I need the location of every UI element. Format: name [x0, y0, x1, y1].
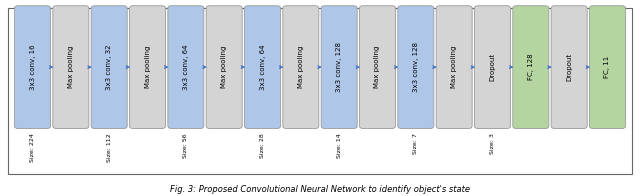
FancyBboxPatch shape: [129, 6, 166, 129]
FancyBboxPatch shape: [91, 6, 127, 129]
FancyBboxPatch shape: [589, 6, 625, 129]
FancyBboxPatch shape: [321, 6, 357, 129]
Text: Size: 224: Size: 224: [30, 133, 35, 162]
Text: Size: 14: Size: 14: [337, 133, 342, 158]
Text: Max pooling: Max pooling: [298, 46, 304, 88]
Text: 3x3 conv, 32: 3x3 conv, 32: [106, 44, 112, 90]
Text: Size: 112: Size: 112: [107, 133, 112, 162]
Text: 3x3 conv, 128: 3x3 conv, 128: [336, 42, 342, 92]
Text: 3x3 conv, 64: 3x3 conv, 64: [183, 44, 189, 90]
Text: 3x3 conv, 64: 3x3 conv, 64: [259, 44, 266, 90]
Text: Max pooling: Max pooling: [374, 46, 381, 88]
Text: Size: 3: Size: 3: [490, 133, 495, 154]
FancyBboxPatch shape: [283, 6, 319, 129]
Text: Dropout: Dropout: [490, 53, 495, 81]
FancyBboxPatch shape: [360, 6, 396, 129]
Text: 3x3 conv, 128: 3x3 conv, 128: [413, 42, 419, 92]
FancyBboxPatch shape: [436, 6, 472, 129]
FancyBboxPatch shape: [244, 6, 280, 129]
Text: Max pooling: Max pooling: [68, 46, 74, 88]
FancyBboxPatch shape: [398, 6, 434, 129]
Text: Max pooling: Max pooling: [145, 46, 150, 88]
FancyBboxPatch shape: [53, 6, 89, 129]
Text: Max pooling: Max pooling: [451, 46, 457, 88]
Text: FC, 128: FC, 128: [528, 54, 534, 80]
FancyBboxPatch shape: [15, 6, 51, 129]
Text: 3x3 conv, 16: 3x3 conv, 16: [29, 44, 36, 90]
Text: FC, 11: FC, 11: [604, 56, 611, 78]
FancyBboxPatch shape: [474, 6, 511, 129]
FancyBboxPatch shape: [513, 6, 549, 129]
Text: Dropout: Dropout: [566, 53, 572, 81]
Text: Fig. 3: Proposed Convolutional Neural Network to identify object's state: Fig. 3: Proposed Convolutional Neural Ne…: [170, 185, 470, 194]
Text: Size: 56: Size: 56: [183, 133, 188, 158]
Text: Size: 28: Size: 28: [260, 133, 265, 158]
Text: Max pooling: Max pooling: [221, 46, 227, 88]
FancyBboxPatch shape: [168, 6, 204, 129]
Text: Size: 7: Size: 7: [413, 133, 419, 154]
FancyBboxPatch shape: [551, 6, 587, 129]
FancyBboxPatch shape: [206, 6, 242, 129]
